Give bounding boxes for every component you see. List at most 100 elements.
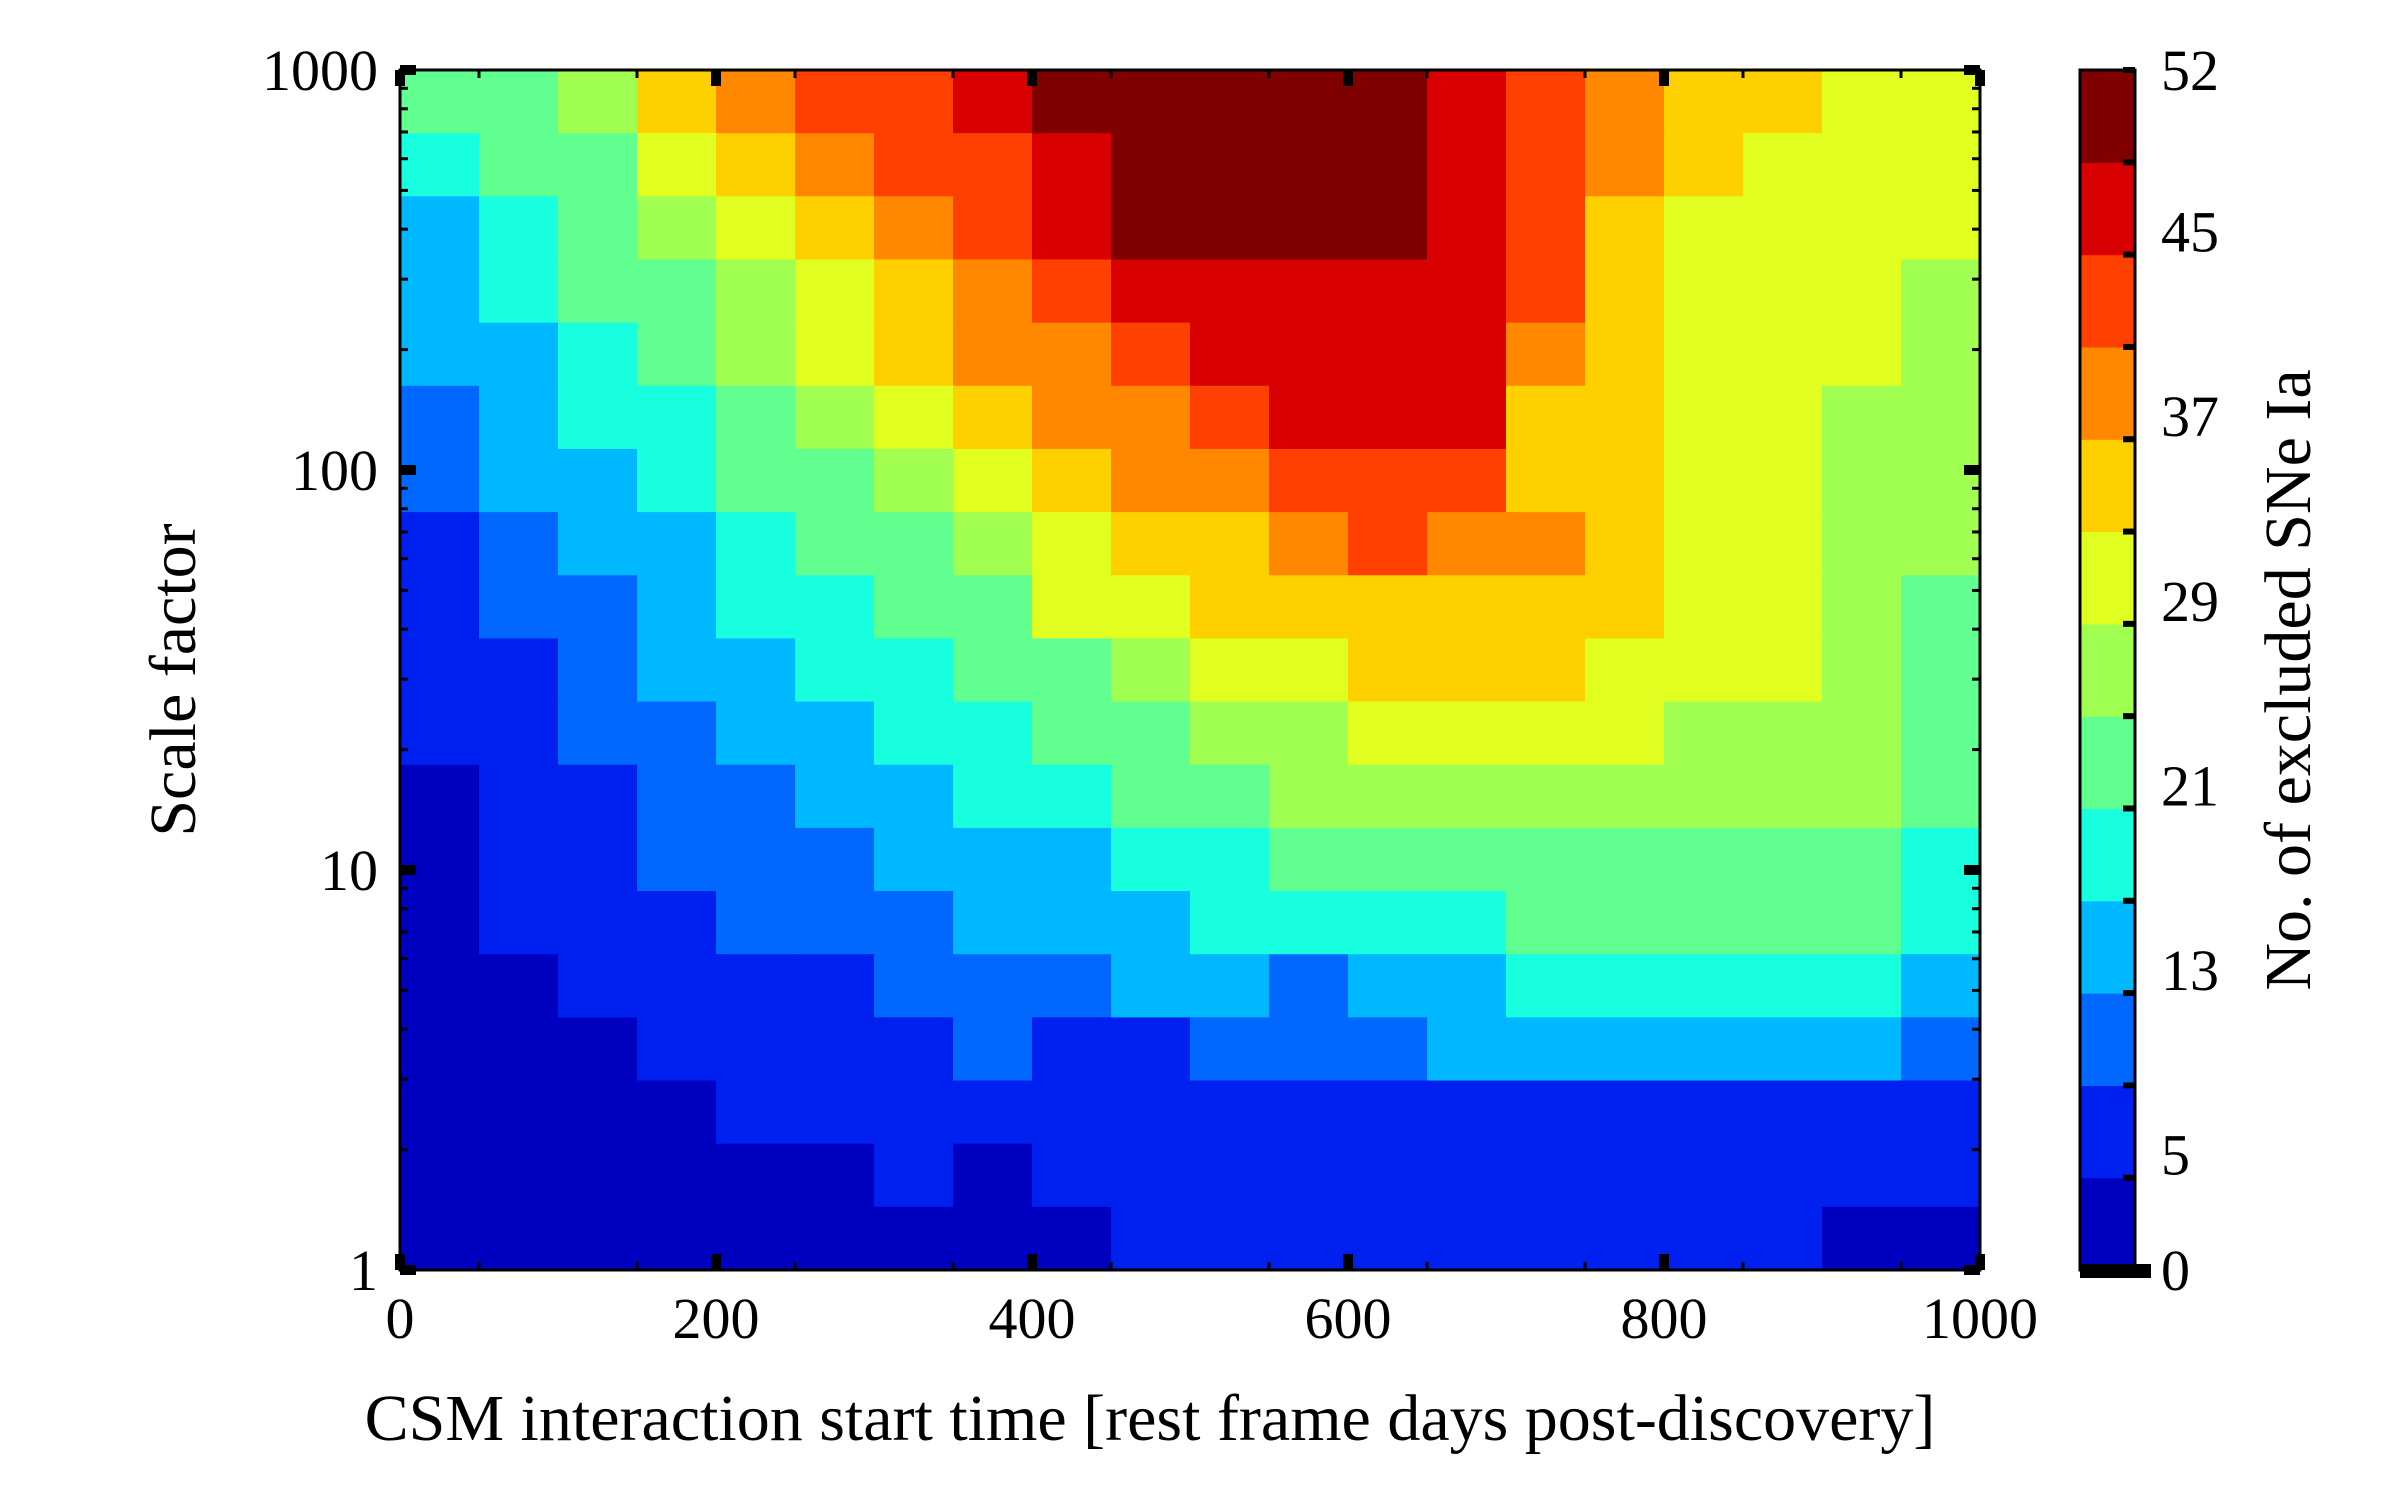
heatmap-cell — [479, 259, 559, 324]
heatmap-cell — [637, 322, 717, 387]
heatmap-cell — [874, 701, 954, 766]
heatmap-cell — [1822, 1206, 1902, 1271]
heatmap-cell — [637, 1080, 717, 1145]
heatmap-cell — [874, 448, 954, 513]
colorbar — [2078, 68, 2137, 1272]
heatmap-cell — [1348, 954, 1428, 1018]
heatmap-cell — [874, 70, 954, 134]
heatmap-cell — [1743, 701, 1823, 766]
heatmap-cell — [953, 764, 1033, 829]
heatmap-cell — [479, 954, 559, 1018]
heatmap-cell — [1585, 512, 1665, 576]
heatmap-cell — [1664, 259, 1744, 324]
heatmap-cell — [1822, 70, 1902, 134]
heatmap-cell — [1348, 70, 1428, 134]
heatmap-cell — [479, 827, 559, 892]
heatmap-cell — [1743, 575, 1823, 640]
heatmap-cell — [1822, 133, 1902, 197]
heatmap-cell — [1506, 70, 1586, 134]
heatmap-cell — [637, 891, 717, 955]
heatmap-cell — [1190, 196, 1270, 261]
heatmap-cell — [637, 1206, 717, 1271]
heatmap-cell — [1111, 448, 1191, 513]
heatmap-cell — [953, 638, 1033, 703]
x-tick-label: 400 — [989, 1286, 1076, 1351]
heatmap-cell — [1032, 954, 1112, 1018]
heatmap-cell — [479, 322, 559, 387]
heatmap-cell — [874, 196, 954, 261]
heatmap-cell — [1269, 1017, 1349, 1082]
heatmap-cell — [1348, 638, 1428, 703]
heatmap-cell — [1032, 448, 1112, 513]
heatmap-cell — [558, 827, 638, 892]
heatmap-cell — [400, 764, 480, 829]
heatmap-cell — [1901, 133, 1981, 197]
heatmap-cell — [1032, 764, 1112, 829]
heatmap-cell — [716, 322, 796, 387]
heatmap-cell — [1743, 196, 1823, 261]
heatmap-cell — [795, 1206, 875, 1271]
heatmap-cell — [1269, 954, 1349, 1018]
heatmap-cell — [1427, 1143, 1507, 1208]
heatmap-cell — [1664, 1143, 1744, 1208]
heatmap-cell — [795, 70, 875, 134]
heatmap-cell — [1506, 954, 1586, 1018]
plot-border — [398, 68, 1982, 1272]
heatmap-cell — [1190, 1143, 1270, 1208]
heatmap-cell — [1822, 196, 1902, 261]
heatmap-cell — [400, 954, 480, 1018]
heatmap-cell — [1743, 827, 1823, 892]
heatmap-cell — [1111, 512, 1191, 576]
heatmap-cell — [1190, 512, 1270, 576]
heatmap-cell — [558, 638, 638, 703]
heatmap-cell — [637, 638, 717, 703]
heatmap-cell — [479, 701, 559, 766]
heatmap-cell — [1427, 764, 1507, 829]
heatmap-cell — [1585, 1143, 1665, 1208]
heatmap-cell — [1585, 638, 1665, 703]
heatmap-cell — [1901, 954, 1981, 1018]
heatmap-cell — [637, 385, 717, 450]
colorbar-tick-label: 29 — [2161, 569, 2219, 634]
heatmap-cell — [716, 512, 796, 576]
colorbar-tick-label: 5 — [2161, 1123, 2190, 1188]
heatmap-cell — [400, 891, 480, 955]
heatmap-cell — [1901, 196, 1981, 261]
heatmap-cell — [1901, 1143, 1981, 1208]
heatmap-cell — [1506, 638, 1586, 703]
heatmap-cell — [1585, 1017, 1665, 1082]
colorbar-tick-label: 52 — [2161, 38, 2219, 103]
heatmap-cell — [1348, 701, 1428, 766]
y-tick-label: 100 — [291, 438, 378, 503]
heatmap-cell — [1901, 448, 1981, 513]
heatmap-cell — [1585, 259, 1665, 324]
heatmap-cell — [874, 1080, 954, 1145]
heatmap-cell — [1822, 638, 1902, 703]
heatmap-cell — [1032, 638, 1112, 703]
heatmap-cell — [479, 1017, 559, 1082]
heatmap-cell — [953, 1143, 1033, 1208]
heatmap-cell — [1032, 891, 1112, 955]
heatmap-cell — [795, 1143, 875, 1208]
heatmap-cell — [1032, 1143, 1112, 1208]
heatmap-cell — [1427, 322, 1507, 387]
heatmap-cell — [1111, 638, 1191, 703]
heatmap-cell — [716, 827, 796, 892]
heatmap-cells — [400, 70, 1981, 1271]
heatmap-cell — [400, 1206, 480, 1271]
heatmap-cell — [400, 512, 480, 576]
colorbar-tick-label: 37 — [2161, 384, 2219, 449]
heatmap-cell — [716, 891, 796, 955]
colorbar-swatch — [2080, 623, 2135, 717]
heatmap-cell — [1664, 891, 1744, 955]
heatmap-cell — [1269, 764, 1349, 829]
heatmap-cell — [558, 512, 638, 576]
heatmap-cell — [953, 133, 1033, 197]
heatmap-cell — [1822, 385, 1902, 450]
heatmap-cell — [1585, 575, 1665, 640]
heatmap-cell — [1506, 827, 1586, 892]
x-tick-label: 600 — [1305, 1286, 1392, 1351]
heatmap-cell — [953, 385, 1033, 450]
heatmap-cell — [953, 259, 1033, 324]
heatmap-cell — [637, 701, 717, 766]
